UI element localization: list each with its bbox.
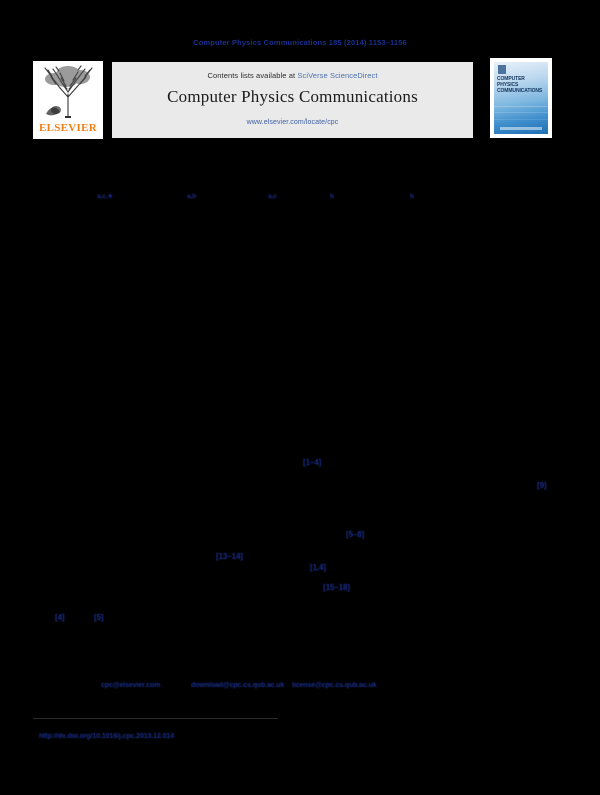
journal-title: Computer Physics Communications [167,87,418,106]
cover-emblem-icon [498,65,506,74]
elsevier-tree-icon [36,64,100,121]
footer-separator-rule [33,718,278,719]
contents-prefix-text: Contents lists available at [207,71,298,80]
author-affiliation-marker[interactable]: b [330,193,334,200]
contents-available-line: Contents lists available at SciVerse Sci… [112,71,473,80]
citation-reference[interactable]: [5] [94,613,104,622]
running-head: Computer Physics Communications 185 (201… [193,38,407,47]
cover-streak [494,112,548,113]
author-affiliation-marker[interactable]: a,b [187,193,197,200]
journal-masthead: ELSEVIER Contents lists available at Sci… [33,58,553,139]
sciencedirect-link[interactable]: SciVerse ScienceDirect [297,71,378,80]
sciencedirect-banner: Contents lists available at SciVerse Sci… [112,62,473,138]
cover-footer-bar [500,127,542,130]
citation-reference[interactable]: [4] [55,613,65,622]
elsevier-logo: ELSEVIER [33,61,103,139]
citation-reference[interactable]: [5–8] [346,530,365,539]
elsevier-wordmark: ELSEVIER [38,122,98,134]
author-affiliation-marker[interactable]: a,c,∗ [97,193,113,200]
citation-reference[interactable]: [9] [537,481,547,490]
journal-homepage-link[interactable]: www.elsevier.com/locate/cpc [246,119,339,126]
citation-reference[interactable]: [13–14] [216,552,243,561]
email-link[interactable]: download@cpc.cs.qub.ac.uk [191,682,285,689]
email-link[interactable]: license@cpc.cs.qub.ac.uk [292,682,377,689]
email-link[interactable]: cpc@elsevier.com [101,682,161,689]
citation-reference[interactable]: [15–18] [323,583,350,592]
cover-streak [494,106,548,107]
cover-artwork: COMPUTER PHYSICS COMMUNICATIONS [494,62,548,134]
journal-cover-thumbnail: COMPUTER PHYSICS COMMUNICATIONS [490,58,552,138]
citation-reference[interactable]: [1–4] [303,458,322,467]
cover-streak [494,119,548,120]
doi-link[interactable]: http://dx.doi.org/10.1016/j.cpc.2013.12.… [39,733,174,740]
cover-title-text: COMPUTER PHYSICS COMMUNICATIONS [497,76,543,94]
citation-reference[interactable]: [1,4] [310,563,326,572]
author-affiliation-marker[interactable]: b [410,193,414,200]
author-affiliation-marker[interactable]: a,c [268,193,277,200]
